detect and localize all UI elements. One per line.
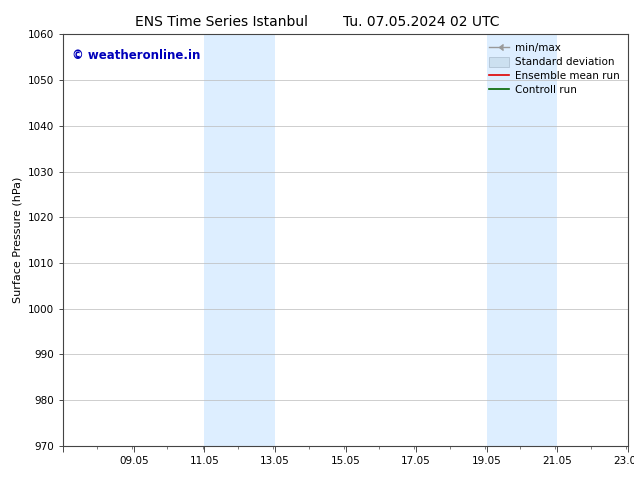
Legend: min/max, Standard deviation, Ensemble mean run, Controll run: min/max, Standard deviation, Ensemble me… <box>486 40 623 98</box>
Y-axis label: Surface Pressure (hPa): Surface Pressure (hPa) <box>13 177 23 303</box>
Bar <box>522 34 557 446</box>
Bar <box>205 34 240 446</box>
Bar <box>487 34 522 446</box>
Text: © weatheronline.in: © weatheronline.in <box>72 49 200 62</box>
Text: ENS Time Series Istanbul        Tu. 07.05.2024 02 UTC: ENS Time Series Istanbul Tu. 07.05.2024 … <box>135 15 499 29</box>
Bar <box>240 34 275 446</box>
